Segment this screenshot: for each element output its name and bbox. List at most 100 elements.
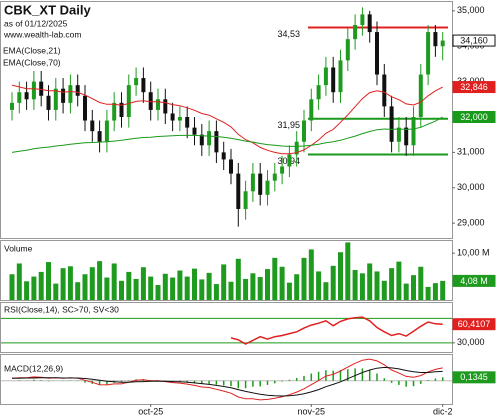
y-tick-label: 10,00 M bbox=[457, 248, 490, 258]
histogram-bar bbox=[376, 373, 378, 381]
histogram-bar bbox=[427, 380, 429, 381]
volume-bar bbox=[213, 284, 219, 300]
signal-line bbox=[12, 366, 443, 397]
volume-bar bbox=[381, 280, 387, 300]
candle-body bbox=[396, 127, 401, 142]
candle-body bbox=[214, 131, 219, 153]
histogram-bar bbox=[303, 375, 305, 381]
candle-body bbox=[316, 85, 321, 100]
value-label: 4,08 M bbox=[460, 276, 488, 286]
histogram-bar bbox=[368, 369, 371, 381]
histogram-bar bbox=[325, 370, 327, 381]
histogram-bar bbox=[222, 380, 225, 386]
subtitle: as of 01/12/2025 bbox=[4, 18, 68, 28]
macd-line bbox=[11, 358, 443, 401]
histogram-bar bbox=[208, 380, 210, 384]
candle-body bbox=[382, 74, 387, 107]
candle-body bbox=[287, 154, 292, 167]
candle-body bbox=[75, 85, 80, 96]
candle-body bbox=[90, 120, 95, 132]
candle-body bbox=[112, 102, 117, 121]
candle-body bbox=[170, 113, 175, 121]
chart-title: CBK_XT Daily bbox=[4, 2, 91, 17]
candle-body bbox=[236, 173, 241, 209]
volume-bar bbox=[352, 270, 358, 300]
histogram-bar bbox=[237, 380, 240, 389]
candle-body bbox=[61, 88, 66, 103]
volume-bar bbox=[140, 267, 146, 300]
histogram-bar bbox=[33, 379, 35, 381]
candle-body bbox=[418, 74, 423, 117]
volume-bar bbox=[16, 263, 22, 300]
histogram-bar bbox=[383, 378, 386, 381]
candle-body bbox=[426, 32, 431, 75]
candle-body bbox=[39, 81, 44, 96]
histogram-bar bbox=[390, 380, 393, 383]
candle-body bbox=[83, 95, 87, 121]
candle-body bbox=[97, 131, 102, 142]
histogram-bar bbox=[193, 380, 196, 384]
level-label: 31,95 bbox=[277, 120, 300, 130]
candle-body bbox=[375, 32, 379, 75]
volume-bar bbox=[294, 274, 300, 300]
volume-bar bbox=[119, 280, 124, 300]
volume-bar bbox=[162, 273, 168, 300]
candle-body bbox=[433, 32, 438, 47]
candle-body bbox=[17, 92, 22, 103]
histogram-bar bbox=[398, 380, 400, 385]
histogram-bar bbox=[201, 380, 203, 385]
y-tick-label: 33,000 bbox=[457, 76, 485, 86]
candle-body bbox=[243, 191, 248, 209]
volume-bar bbox=[133, 278, 139, 300]
candle-body bbox=[148, 92, 153, 110]
histogram-bar bbox=[259, 380, 261, 387]
histogram-bar bbox=[266, 380, 269, 385]
value-label-box bbox=[452, 110, 496, 123]
candle-body bbox=[192, 127, 197, 135]
histogram-bar bbox=[186, 380, 188, 383]
y-tick-label: 30,000 bbox=[457, 182, 485, 192]
candle-body bbox=[280, 166, 285, 174]
volume-bar bbox=[177, 270, 183, 300]
volume-bar bbox=[418, 266, 424, 300]
candle-body bbox=[207, 131, 212, 146]
candle-body bbox=[185, 116, 190, 128]
volume-bar bbox=[24, 281, 30, 300]
candle-body bbox=[367, 14, 372, 33]
volume-bar bbox=[389, 268, 395, 300]
volume-bar bbox=[367, 263, 373, 300]
volume-bar bbox=[104, 277, 110, 300]
legend-entry: EMA(Close,70) bbox=[3, 57, 61, 67]
candle-body bbox=[68, 85, 73, 103]
candle-body bbox=[53, 88, 58, 110]
histogram-bar bbox=[274, 380, 276, 384]
volume-bar bbox=[199, 279, 205, 300]
x-tick-label: oct-25 bbox=[138, 406, 163, 416]
volume-bar bbox=[345, 242, 351, 300]
histogram-bar bbox=[18, 380, 21, 381]
candle-body bbox=[353, 24, 358, 40]
candle-body bbox=[134, 78, 139, 86]
candle-body bbox=[250, 173, 255, 192]
histogram-bar bbox=[420, 380, 422, 384]
histogram-bar bbox=[215, 380, 218, 385]
volume-bar bbox=[411, 275, 416, 300]
histogram-bar bbox=[354, 368, 356, 381]
histogram-bar bbox=[288, 379, 291, 381]
volume-bar bbox=[425, 286, 431, 300]
candle-body bbox=[46, 95, 51, 110]
candle-body bbox=[389, 106, 394, 142]
volume-bar bbox=[330, 265, 336, 300]
volume-bar bbox=[184, 276, 190, 300]
candle-body bbox=[411, 116, 416, 146]
candle-body bbox=[345, 39, 350, 61]
volume-bar bbox=[38, 271, 44, 300]
candle-body bbox=[440, 40, 445, 47]
candle-body bbox=[156, 99, 160, 110]
volume-bar bbox=[155, 285, 161, 300]
candle-body bbox=[126, 85, 131, 117]
volume-bar bbox=[432, 283, 438, 300]
panel-title: MACD(12,26,9) bbox=[4, 363, 63, 373]
candle-body bbox=[265, 180, 270, 195]
volume-bar bbox=[338, 252, 343, 300]
